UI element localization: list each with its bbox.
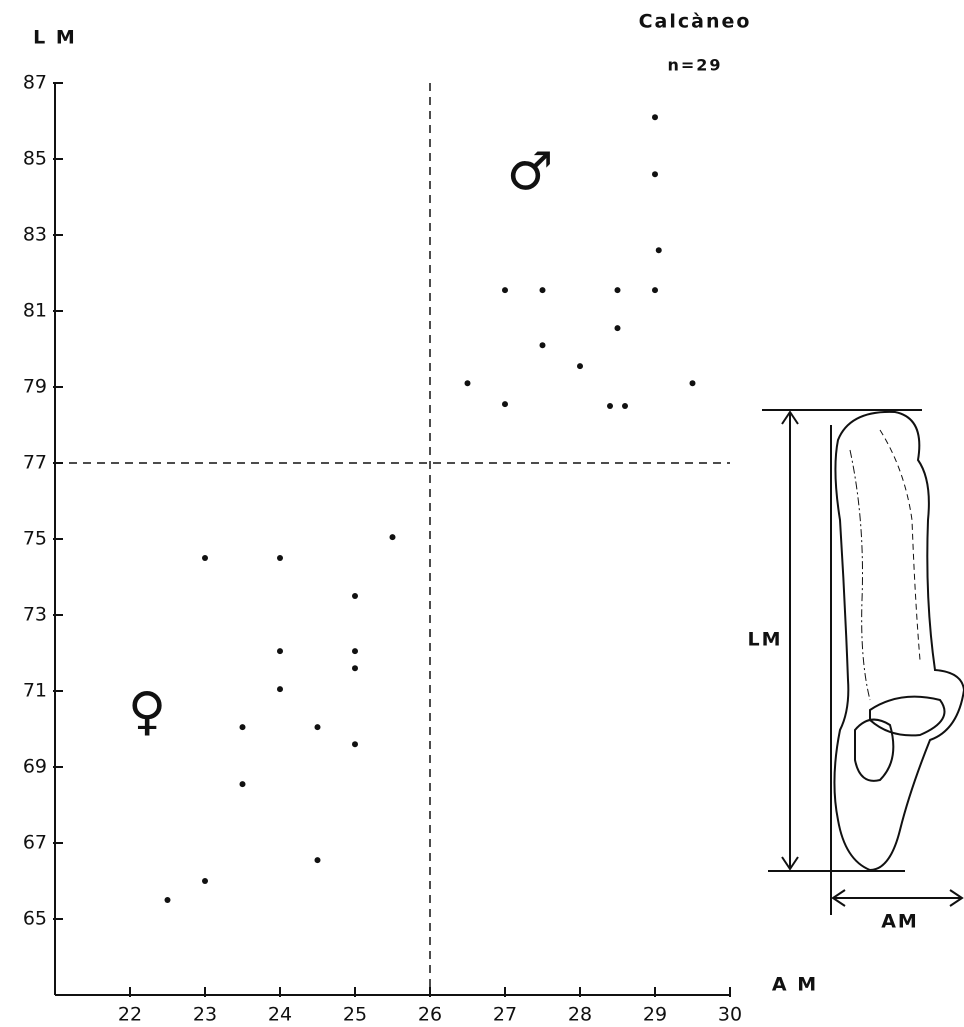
y-tick-label: 81: [23, 300, 47, 322]
x-tick-label: 28: [568, 1004, 592, 1026]
diagram-label: LM: [747, 629, 782, 651]
point: [202, 878, 208, 884]
point: [502, 401, 508, 408]
y-tick-label: 67: [23, 832, 47, 854]
diagram-label: AM: [881, 911, 919, 933]
y-tick-label: 77: [23, 452, 47, 474]
point: [539, 287, 546, 294]
point: [352, 593, 358, 599]
point: [239, 724, 246, 731]
chart-title: Calcàneo: [639, 11, 752, 33]
female-symbol: ♀: [128, 682, 166, 742]
point: [164, 897, 171, 903]
point: [652, 114, 658, 121]
y-tick-label: 75: [23, 528, 47, 550]
point: [352, 648, 358, 655]
x-axis-label: A M: [772, 974, 818, 996]
y-tick-label: 69: [23, 756, 47, 778]
point: [577, 363, 583, 370]
point: [389, 534, 396, 541]
point: [464, 380, 471, 387]
chart-subtitle: n=29: [667, 56, 722, 75]
point: [277, 648, 283, 655]
point: [277, 686, 283, 693]
y-tick-label: 65: [23, 908, 47, 930]
point: [352, 665, 358, 672]
x-tick-label: 29: [643, 1004, 667, 1026]
y-tick-label: 83: [23, 224, 47, 246]
y-axis-label: L M: [33, 27, 77, 49]
point: [277, 555, 283, 561]
calcaneus-diagram: [762, 409, 964, 915]
point: [652, 171, 658, 178]
x-tick-label: 24: [268, 1004, 292, 1026]
point: [314, 857, 321, 864]
point: [239, 781, 246, 788]
y-tick-label: 71: [23, 680, 47, 702]
point: [689, 380, 696, 387]
point: [614, 287, 621, 294]
x-tick-label: 30: [718, 1004, 742, 1026]
point: [352, 741, 358, 748]
x-tick-label: 26: [418, 1004, 442, 1026]
x-tick-label: 25: [343, 1004, 367, 1026]
x-tick-label: 27: [493, 1004, 517, 1026]
male-symbol: ♂: [507, 142, 554, 202]
point: [607, 403, 613, 409]
y-tick-label: 87: [23, 72, 47, 94]
point: [202, 555, 208, 561]
point: [539, 342, 546, 349]
point: [314, 724, 321, 731]
x-tick-label: 22: [118, 1004, 142, 1026]
y-tick-label: 79: [23, 376, 47, 398]
x-tick-label: 23: [193, 1004, 217, 1026]
y-tick-label: 73: [23, 604, 47, 626]
y-tick-label: 85: [23, 148, 47, 170]
point: [622, 403, 628, 409]
point: [652, 287, 658, 294]
point: [614, 325, 621, 332]
point: [502, 287, 508, 294]
point: [655, 247, 662, 254]
